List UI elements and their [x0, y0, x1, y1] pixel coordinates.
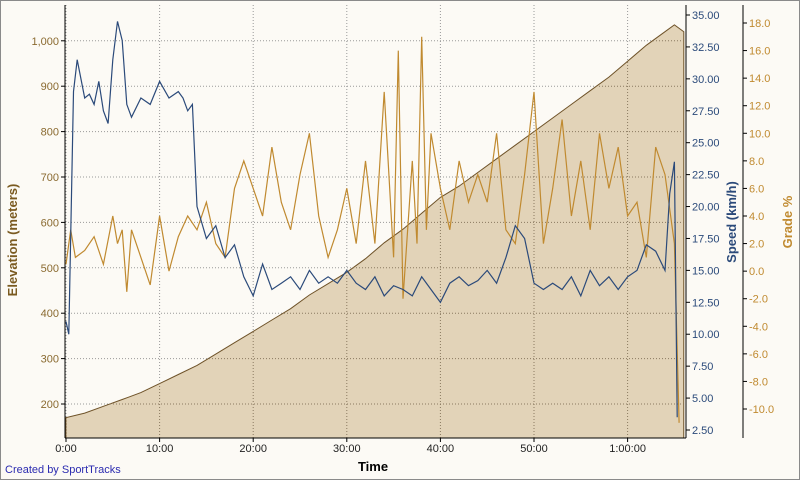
- svg-text:600: 600: [41, 217, 59, 229]
- grade-axis-label: Grade %: [780, 195, 795, 248]
- svg-text:20.00: 20.00: [692, 202, 720, 214]
- svg-text:10:00: 10:00: [146, 443, 174, 455]
- svg-text:-10.0: -10.0: [749, 404, 774, 416]
- svg-text:15.00: 15.00: [692, 265, 720, 277]
- svg-text:6.0: 6.0: [749, 183, 764, 195]
- svg-text:900: 900: [41, 81, 59, 93]
- elevation-area: [65, 24, 685, 439]
- svg-text:27.50: 27.50: [692, 106, 720, 118]
- svg-text:1:00:00: 1:00:00: [609, 443, 646, 455]
- svg-text:0.0: 0.0: [749, 266, 764, 278]
- svg-text:300: 300: [41, 354, 59, 366]
- svg-text:40:00: 40:00: [427, 443, 455, 455]
- sporttracks-credit-link[interactable]: Created by SportTracks: [5, 464, 121, 476]
- svg-text:1,000: 1,000: [31, 36, 59, 48]
- svg-text:4.0: 4.0: [749, 211, 764, 223]
- svg-text:16.0: 16.0: [749, 46, 770, 58]
- svg-text:20:00: 20:00: [239, 443, 267, 455]
- svg-text:50:00: 50:00: [520, 443, 548, 455]
- elevation-axis-label: Elevation (meters): [5, 184, 20, 297]
- svg-text:12.50: 12.50: [692, 297, 720, 309]
- svg-text:7.50: 7.50: [692, 361, 713, 373]
- grade-line: [65, 36, 680, 423]
- svg-text:0:00: 0:00: [55, 443, 76, 455]
- svg-text:700: 700: [41, 172, 59, 184]
- svg-text:800: 800: [41, 127, 59, 139]
- x-axis-label: Time: [358, 459, 388, 474]
- svg-text:5.00: 5.00: [692, 393, 713, 405]
- svg-text:2.0: 2.0: [749, 239, 764, 251]
- svg-text:14.0: 14.0: [749, 73, 770, 85]
- svg-text:-8.0: -8.0: [749, 376, 768, 388]
- svg-text:500: 500: [41, 263, 59, 275]
- svg-text:10.0: 10.0: [749, 128, 770, 140]
- speed-axis-label: Speed (km/h): [724, 181, 739, 263]
- speed-line: [65, 21, 678, 418]
- axes: 0:00 10:00 20:00 30:00 40:00 50:00 1:00:00 200 3…: [31, 5, 774, 455]
- svg-text:2.50: 2.50: [692, 425, 713, 437]
- svg-text:17.50: 17.50: [692, 233, 720, 245]
- svg-text:30:00: 30:00: [333, 443, 361, 455]
- svg-text:35.00: 35.00: [692, 10, 720, 22]
- svg-text:18.0: 18.0: [749, 18, 770, 30]
- svg-text:-4.0: -4.0: [749, 321, 768, 333]
- svg-text:400: 400: [41, 308, 59, 320]
- svg-text:22.50: 22.50: [692, 170, 720, 182]
- svg-text:25.00: 25.00: [692, 138, 720, 150]
- svg-text:30.00: 30.00: [692, 74, 720, 86]
- svg-text:10.00: 10.00: [692, 329, 720, 341]
- svg-text:200: 200: [41, 399, 59, 411]
- svg-text:8.0: 8.0: [749, 156, 764, 168]
- svg-text:-2.0: -2.0: [749, 294, 768, 306]
- svg-text:-6.0: -6.0: [749, 349, 768, 361]
- svg-text:32.50: 32.50: [692, 42, 720, 54]
- svg-text:12.0: 12.0: [749, 101, 770, 113]
